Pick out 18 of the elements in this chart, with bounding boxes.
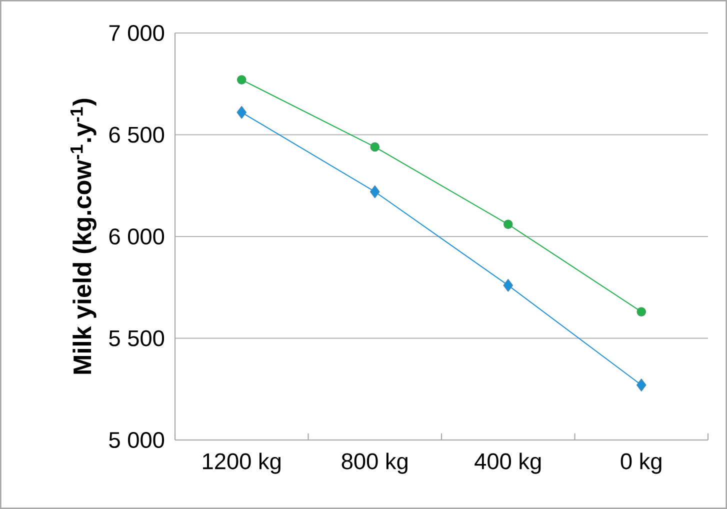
x-tick-label: 1200 kg: [203, 452, 280, 474]
y-tick-label: 7 000: [109, 24, 164, 42]
x-tick-label: 800 kg: [342, 452, 408, 474]
text: Milk yield (kg.cow$^{-1}$.y$^{-1}$): [70, 98, 96, 374]
point: [636, 307, 646, 316]
point: [503, 278, 514, 292]
point: [236, 106, 247, 119]
point: [503, 220, 513, 229]
y-tick-label: 5 000: [109, 432, 164, 448]
point: [370, 142, 380, 152]
point: [370, 185, 380, 198]
point: [636, 378, 646, 392]
x-tick-label: 0 kg: [620, 452, 662, 474]
point: [236, 75, 246, 84]
y-tick-label: 6 000: [109, 228, 164, 245]
x-tick-label: 400 kg: [474, 452, 541, 474]
y-tick-label: 6 500: [109, 126, 164, 143]
y-tick-label: 5 500: [109, 330, 164, 346]
